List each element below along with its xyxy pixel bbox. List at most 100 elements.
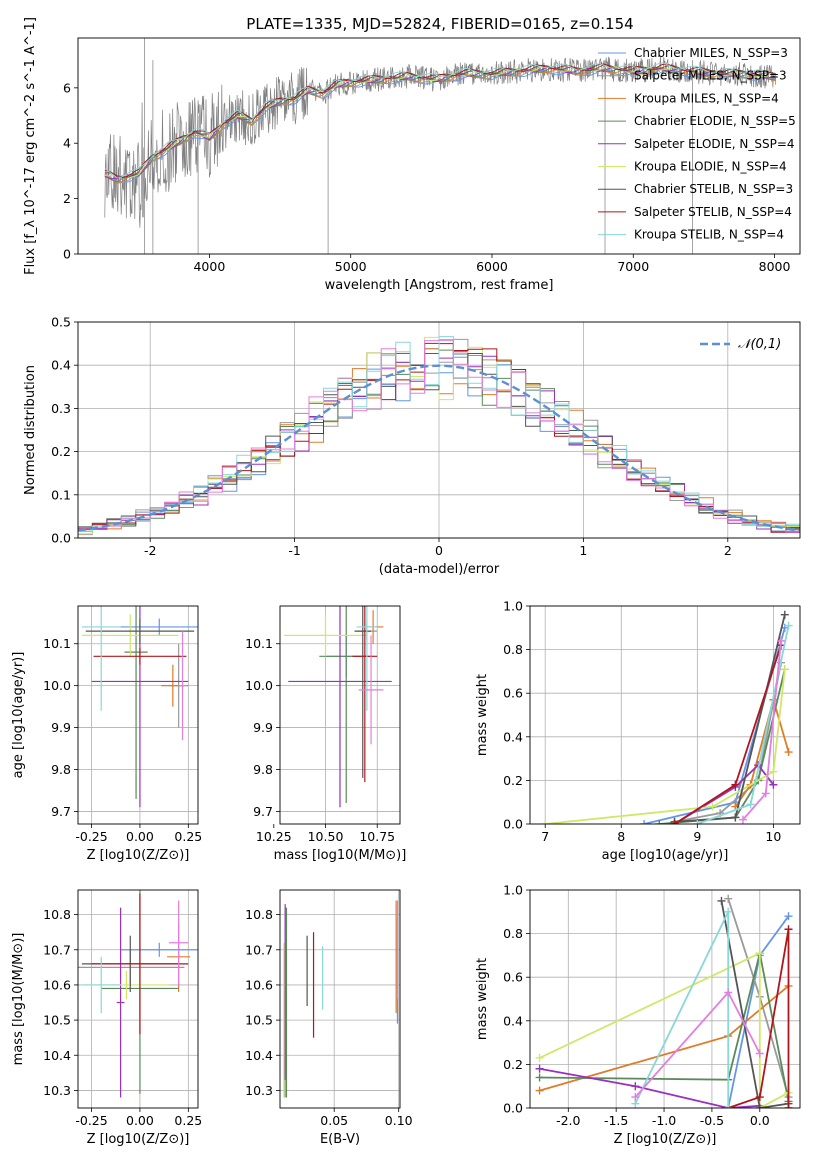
x-axis-label: age [log10(age/yr)] [602, 848, 729, 863]
weight-vs-Z-panel: -2.0 -1.5 -1.0 -0.5 0.0 0.0 0.2 0.4 0.6 0.8 1.0 Z [… [475, 883, 801, 1147]
y-tick-label: 6 [63, 80, 71, 95]
y-tick-label: 10.4 [43, 1048, 71, 1063]
x-axis-label: Z [log10(Z/Z⊙)] [87, 848, 190, 863]
x-tick-label: 1 [579, 543, 587, 558]
legend-entry: Kroupa STELIB, N_SSP=4 [634, 228, 784, 242]
plot-area [104, 38, 777, 254]
y-tick-label: 4 [63, 136, 71, 151]
x-tick-label: 5000 [335, 259, 367, 274]
x-axis-label: Z [log10(Z/Z⊙)] [87, 1132, 190, 1147]
legend-entry: Kroupa MILES, N_SSP=4 [634, 91, 779, 105]
x-tick-label: 0.25 [174, 829, 202, 844]
weight-series-line [539, 952, 790, 1102]
y-tick-label: 10.6 [245, 977, 273, 992]
y-tick-label: 2 [63, 191, 71, 206]
y-tick-label: 10.0 [245, 678, 273, 693]
weight-point-marker [535, 1064, 544, 1073]
x-tick-label: -0.25 [75, 829, 107, 844]
x-tick-label: -0.25 [75, 1113, 107, 1128]
plot-area [78, 890, 198, 1098]
residuals-panel: -2 -1 0 1 2 0.0 0.1 0.2 0.3 0.4 0.5 (data-model)/er… [23, 315, 801, 577]
axes-frame [77, 605, 199, 825]
weight-series-line [539, 1067, 760, 1108]
y-tick-label: 0.2 [503, 1057, 523, 1072]
weight-point-marker [755, 949, 764, 958]
weight-point-marker [755, 1104, 764, 1108]
x-axis-label: mass [log10(M/M⊙)] [274, 848, 407, 863]
y-tick-label: 9.8 [51, 762, 71, 777]
y-tick-label: 0.8 [503, 642, 523, 657]
residual-histogram [78, 336, 800, 535]
weight-point-marker [780, 610, 789, 619]
weight-point-marker [731, 780, 740, 789]
x-tick-label: 10 [765, 829, 781, 844]
y-tick-label: 0.4 [51, 358, 71, 373]
x-tick-label: 7000 [617, 259, 649, 274]
x-tick-label: -2 [144, 543, 156, 558]
y-tick-label: 10.0 [43, 678, 71, 693]
mass-vs-ebv-panel: 0.05 0.10 10.3 10.4 10.5 10.6 10.7 10.8 E(B-V) [245, 889, 413, 1147]
weight-point-marker [784, 621, 793, 630]
y-tick-label: 10.4 [245, 1048, 273, 1063]
weight-point-marker [535, 1053, 544, 1062]
age-vs-mass-panel: 10.25 10.50 10.75 9.7 9.8 9.9 10.0 10.1 mass [lo… [245, 605, 407, 863]
legend-entry: Chabrier ELODIE, N_SSP=5 [634, 114, 796, 128]
y-tick-label: 10.1 [43, 636, 71, 651]
axes-frame [529, 605, 801, 825]
y-tick-label: 0.8 [503, 926, 523, 941]
age-vs-Z-panel: -0.25 0.00 0.25 9.7 9.8 9.9 10.0 10.1 Z [log10(Z… [11, 605, 202, 863]
weight-point-marker [724, 894, 733, 903]
axes-frame [77, 889, 199, 1109]
y-tick-label: 0.4 [503, 729, 523, 744]
y-tick-label: 10.8 [43, 907, 71, 922]
x-tick-label: 0.10 [385, 1113, 413, 1128]
y-tick-label: 0.0 [503, 1101, 523, 1116]
x-tick-label: 8 [617, 829, 625, 844]
model-fit-line [104, 64, 777, 178]
y-tick-label: 9.9 [51, 720, 71, 735]
x-tick-label: 10.75 [359, 829, 395, 844]
weight-point-marker [755, 1093, 764, 1102]
weight-point-marker [535, 1073, 544, 1082]
weight-point-marker [776, 636, 785, 645]
x-axis-label: (data-model)/error [379, 562, 500, 577]
x-tick-label: 10.50 [308, 829, 344, 844]
x-tick-label: -1.5 [604, 1113, 628, 1128]
y-tick-label: 9.9 [253, 720, 273, 735]
y-tick-label: 1.0 [503, 883, 523, 898]
weight-point-marker [708, 802, 717, 811]
y-axis-label: Flux [f_λ 10^-17 erg cm^-2 s^-1 A^-1] [23, 17, 38, 275]
weight-point-marker [631, 1093, 640, 1102]
weight-point-marker [731, 813, 740, 822]
x-tick-label: 0 [435, 543, 443, 558]
x-axis-label: E(B-V) [320, 1132, 360, 1147]
legend-entry: Salpeter ELODIE, N_SSP=4 [634, 137, 795, 151]
weight-point-marker [769, 780, 778, 789]
x-tick-label: -1.0 [652, 1113, 676, 1128]
weight-point-marker [784, 1104, 793, 1108]
x-tick-label: 7 [541, 829, 549, 844]
weight-vs-age-panel: 7 8 9 10 0.0 0.2 0.4 0.6 0.8 1.0 age [log10(age/yr… [475, 599, 801, 863]
x-tick-label: 4000 [193, 259, 225, 274]
y-tick-label: 0.2 [51, 444, 71, 459]
y-tick-label: 0.6 [503, 686, 523, 701]
plot-area [535, 894, 793, 1108]
weight-point-marker [738, 815, 747, 824]
y-tick-label: 10.8 [245, 907, 273, 922]
axes-frame [529, 889, 801, 1109]
y-axis-label: mass weight [475, 958, 490, 1040]
model-fit-line [104, 62, 777, 179]
weight-point-marker [755, 1049, 764, 1058]
y-tick-label: 10.5 [43, 1013, 71, 1028]
weight-point-marker [693, 820, 702, 824]
y-tick-label: 10.7 [43, 942, 71, 957]
weight-series-line [727, 929, 790, 1108]
weight-point-marker [724, 988, 733, 997]
x-tick-label: 0.00 [126, 1113, 154, 1128]
normal-reference-curve [78, 364, 800, 532]
y-tick-label: 0 [63, 247, 71, 262]
plot-area [284, 606, 392, 808]
model-fit-line [104, 63, 777, 178]
y-axis-label: Normed distribution [23, 365, 38, 495]
